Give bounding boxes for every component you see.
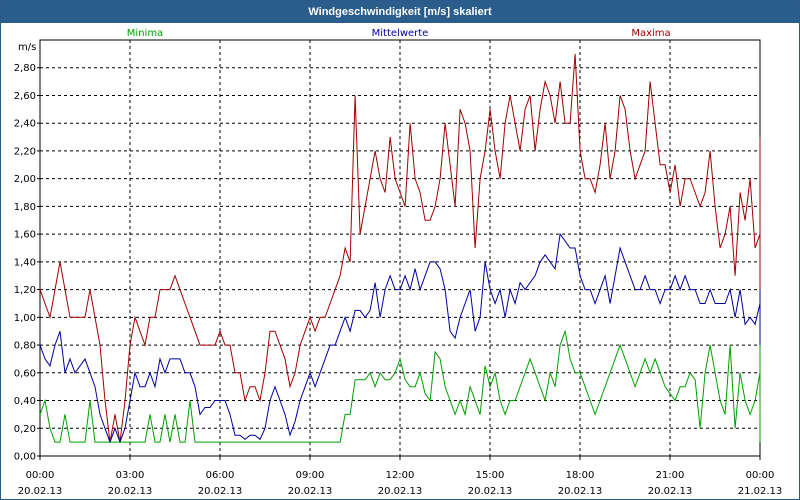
x-tick-time: 09:00 [296,470,325,481]
y-tick-label: 0,40 [14,396,36,407]
series-mittelwerte [39,232,761,444]
window-title: Windgeschwindigkeit [m/s] skaliert [1,1,799,23]
y-tick-label: 2,20 [14,146,36,157]
y-tick-label: 1,80 [14,202,36,213]
x-tick-time: 18:00 [566,470,595,481]
series-minima [39,329,761,443]
x-tick-time: 00:00 [746,470,775,481]
x-tick-time: 21:00 [656,470,685,481]
x-tick-date: 20.02.13 [198,486,243,497]
y-tick-label: 2,60 [14,91,36,102]
y-tick-label: 1,00 [14,313,36,324]
legend-maxima: Maxima [631,28,670,39]
y-tick-label: 2,80 [14,63,36,74]
chart-area: 0,00 0,20 0,40 0,60 0,80 1,00 1,20 1,40 1,60 1,80… [14,28,783,497]
x-tick-date: 20.02.13 [108,486,153,497]
y-tick-label: 2,40 [14,119,36,130]
x-tick-time: 06:00 [206,470,235,481]
y-tick-label: 1,60 [14,230,36,241]
y-tick-label: 0,80 [14,341,36,352]
series-lines [39,53,761,444]
x-tick-time: 00:00 [26,470,55,481]
x-tick-date: 20.02.13 [648,486,693,497]
y-tick-label: 0,60 [14,368,36,379]
series-maxima [39,53,761,443]
legend-minima: Minima [127,28,163,39]
x-tick-date: 20.02.13 [468,486,513,497]
x-tick-date: 20.02.13 [378,486,423,497]
x-tick-date: 20.02.13 [288,486,333,497]
y-tick-label: 2,00 [14,174,36,185]
x-tick-time: 15:00 [476,470,505,481]
y-axis-label: m/s [18,42,36,53]
y-tick-label: 1,20 [14,285,36,296]
legend-mittelwerte: Mittelwerte [372,28,429,39]
x-axis-ticks: 00:00 20.02.13 03:00 20.02.13 06:00 20.02.13 0… [18,456,783,497]
x-tick-date: 20.02.13 [558,486,603,497]
x-tick-date: 21.02.13 [738,486,783,497]
x-tick-time: 03:00 [116,470,145,481]
y-tick-label: 0,00 [14,452,36,463]
y-axis-ticks: 0,00 0,20 0,40 0,60 0,80 1,00 1,20 1,40 1,60 1,80… [14,63,40,463]
y-tick-label: 0,20 [14,424,36,435]
x-tick-date: 20.02.13 [18,486,63,497]
y-tick-label: 1,40 [14,257,36,268]
x-tick-time: 12:00 [386,470,415,481]
